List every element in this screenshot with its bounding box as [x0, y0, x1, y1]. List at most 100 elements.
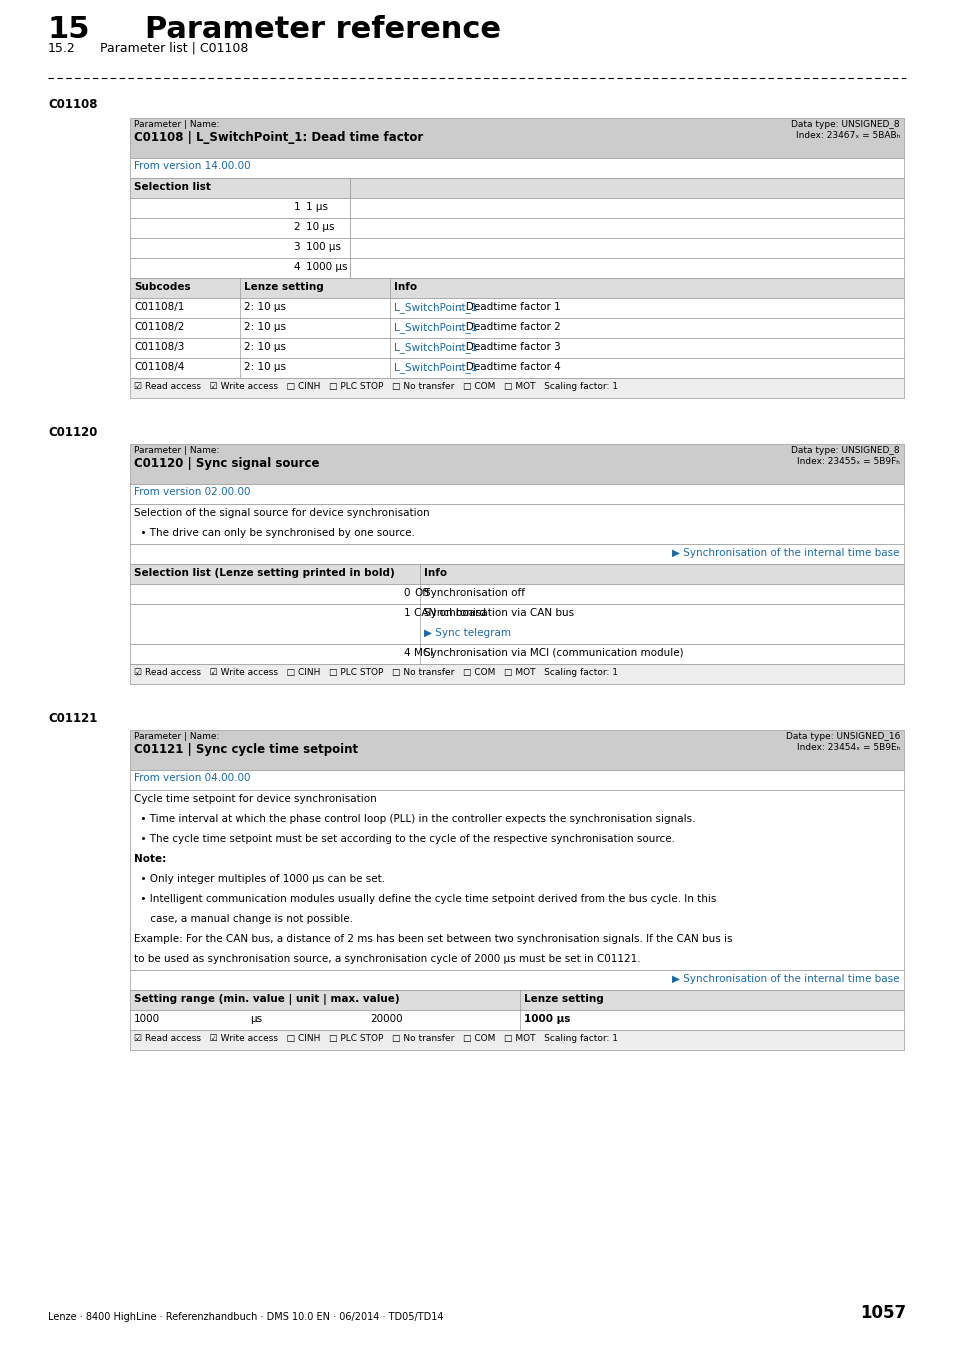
Text: Selection of the signal source for device synchronisation: Selection of the signal source for devic… — [133, 508, 429, 518]
Text: Data type: UNSIGNED_16: Data type: UNSIGNED_16 — [785, 732, 899, 741]
Bar — [130, 117, 903, 158]
Text: μs: μs — [250, 1014, 262, 1025]
Text: 20000: 20000 — [370, 1014, 402, 1025]
Bar — [130, 769, 903, 790]
Text: 0: 0 — [403, 589, 410, 598]
Text: C01108 | L_SwitchPoint_1: Dead time factor: C01108 | L_SwitchPoint_1: Dead time fact… — [133, 131, 423, 144]
Bar — [130, 319, 903, 338]
Text: 1: 1 — [403, 608, 410, 618]
Bar — [130, 178, 350, 198]
Text: • The cycle time setpoint must be set according to the cycle of the respective s: • The cycle time setpoint must be set ac… — [133, 834, 675, 844]
Text: From version 04.00.00: From version 04.00.00 — [133, 774, 251, 783]
Text: Example: For the CAN bus, a distance of 2 ms has been set between two synchronis: Example: For the CAN bus, a distance of … — [133, 934, 732, 944]
Text: 1000: 1000 — [133, 1014, 160, 1025]
Text: L_SwitchPoint_1: L_SwitchPoint_1 — [394, 302, 477, 313]
Text: 2: 10 μs: 2: 10 μs — [244, 362, 286, 373]
Text: L_SwitchPoint_1: L_SwitchPoint_1 — [394, 323, 477, 333]
Text: 2: 10 μs: 2: 10 μs — [244, 302, 286, 312]
Bar — [130, 217, 350, 238]
Bar — [130, 564, 903, 585]
Text: : Deadtime factor 3: : Deadtime factor 3 — [458, 342, 560, 352]
Text: 2: 2 — [294, 221, 299, 232]
Text: Lenze setting: Lenze setting — [523, 994, 603, 1004]
Text: 1000 μs: 1000 μs — [306, 262, 347, 271]
Bar — [350, 238, 903, 258]
Text: Cycle time setpoint for device synchronisation: Cycle time setpoint for device synchroni… — [133, 794, 376, 805]
Text: • The drive can only be synchronised by one source.: • The drive can only be synchronised by … — [133, 528, 415, 539]
Text: C01108/4: C01108/4 — [133, 362, 184, 373]
Text: 2: 10 μs: 2: 10 μs — [244, 323, 286, 332]
Text: 3: 3 — [294, 242, 299, 252]
Bar — [130, 238, 350, 258]
Text: Setting range (min. value | unit | max. value): Setting range (min. value | unit | max. … — [133, 994, 399, 1004]
Text: Parameter | Name:: Parameter | Name: — [133, 446, 219, 455]
Text: From version 14.00.00: From version 14.00.00 — [133, 161, 251, 171]
Text: 100 μs: 100 μs — [306, 242, 340, 252]
Text: C01121: C01121 — [48, 711, 97, 725]
Text: 1 μs: 1 μs — [306, 202, 328, 212]
Text: C01120 | Sync signal source: C01120 | Sync signal source — [133, 458, 319, 470]
Text: ▶ Synchronisation of the internal time base: ▶ Synchronisation of the internal time b… — [672, 548, 899, 558]
Bar — [130, 585, 903, 603]
Bar — [130, 790, 903, 971]
Bar — [350, 258, 903, 278]
Bar — [130, 198, 350, 217]
Text: Lenze · 8400 HighLine · Referenzhandbuch · DMS 10.0 EN · 06/2014 · TD05/TD14: Lenze · 8400 HighLine · Referenzhandbuch… — [48, 1312, 443, 1322]
Bar — [130, 603, 903, 644]
Text: : Deadtime factor 4: : Deadtime factor 4 — [458, 362, 560, 373]
Text: C01108/1: C01108/1 — [133, 302, 184, 312]
Bar — [350, 198, 903, 217]
Bar — [350, 178, 903, 198]
Text: Synchronisation off: Synchronisation off — [423, 589, 524, 598]
Text: C01120: C01120 — [48, 427, 97, 439]
Bar — [130, 485, 903, 504]
Text: C01121 | Sync cycle time setpoint: C01121 | Sync cycle time setpoint — [133, 743, 357, 756]
Text: L_SwitchPoint_1: L_SwitchPoint_1 — [394, 362, 477, 373]
Text: Synchronisation via CAN bus: Synchronisation via CAN bus — [423, 608, 574, 618]
Bar — [130, 278, 903, 298]
Text: C01108/2: C01108/2 — [133, 323, 184, 332]
Text: 4: 4 — [294, 262, 299, 271]
Bar — [130, 504, 903, 544]
Text: • Intelligent communication modules usually define the cycle time setpoint deriv: • Intelligent communication modules usua… — [133, 894, 716, 904]
Text: 15.2: 15.2 — [48, 42, 75, 55]
Text: ▶ Synchronisation of the internal time base: ▶ Synchronisation of the internal time b… — [672, 973, 899, 984]
Text: Data type: UNSIGNED_8: Data type: UNSIGNED_8 — [791, 446, 899, 455]
Text: Note:: Note: — [133, 855, 166, 864]
Text: Parameter reference: Parameter reference — [145, 15, 500, 45]
Bar — [130, 1030, 903, 1050]
Text: From version 02.00.00: From version 02.00.00 — [133, 487, 251, 497]
Bar — [130, 338, 903, 358]
Text: Synchronisation via MCI (communication module): Synchronisation via MCI (communication m… — [423, 648, 683, 657]
Bar — [130, 664, 903, 684]
Text: 4: 4 — [403, 648, 410, 657]
Text: Index: 23455ₓ = 5B9Fₕ: Index: 23455ₓ = 5B9Fₕ — [797, 458, 899, 466]
Text: C01108/3: C01108/3 — [133, 342, 184, 352]
Bar — [130, 544, 903, 564]
Bar — [130, 644, 903, 664]
Text: Selection list (Lenze setting printed in bold): Selection list (Lenze setting printed in… — [133, 568, 395, 578]
Text: Data type: UNSIGNED_8: Data type: UNSIGNED_8 — [791, 120, 899, 130]
Bar — [130, 971, 903, 990]
Bar — [130, 730, 903, 769]
Text: to be used as synchronisation source, a synchronisation cycle of 2000 μs must be: to be used as synchronisation source, a … — [133, 954, 640, 964]
Text: 15: 15 — [48, 15, 91, 45]
Text: CAN on board: CAN on board — [414, 608, 485, 618]
Text: Lenze setting: Lenze setting — [244, 282, 323, 292]
Text: C01108: C01108 — [48, 99, 97, 111]
Text: ☑ Read access   ☑ Write access   □ CINH   □ PLC STOP   □ No transfer   □ COM   □: ☑ Read access ☑ Write access □ CINH □ PL… — [133, 1034, 618, 1044]
Text: 1000 μs: 1000 μs — [523, 1014, 570, 1025]
Text: • Only integer multiples of 1000 μs can be set.: • Only integer multiples of 1000 μs can … — [133, 873, 385, 884]
Text: ☑ Read access   ☑ Write access   □ CINH   □ PLC STOP   □ No transfer   □ COM   □: ☑ Read access ☑ Write access □ CINH □ PL… — [133, 668, 618, 676]
Text: case, a manual change is not possible.: case, a manual change is not possible. — [133, 914, 353, 923]
Text: • Time interval at which the phase control loop (PLL) in the controller expects : • Time interval at which the phase contr… — [133, 814, 695, 824]
Text: Parameter | Name:: Parameter | Name: — [133, 120, 219, 130]
Bar — [130, 444, 903, 485]
Text: Info: Info — [423, 568, 447, 578]
Text: MCI: MCI — [414, 648, 433, 657]
Bar — [130, 1010, 903, 1030]
Text: 10 μs: 10 μs — [306, 221, 335, 232]
Text: ▶ Sync telegram: ▶ Sync telegram — [423, 628, 511, 639]
Text: 1: 1 — [294, 202, 299, 212]
Bar — [130, 990, 903, 1010]
